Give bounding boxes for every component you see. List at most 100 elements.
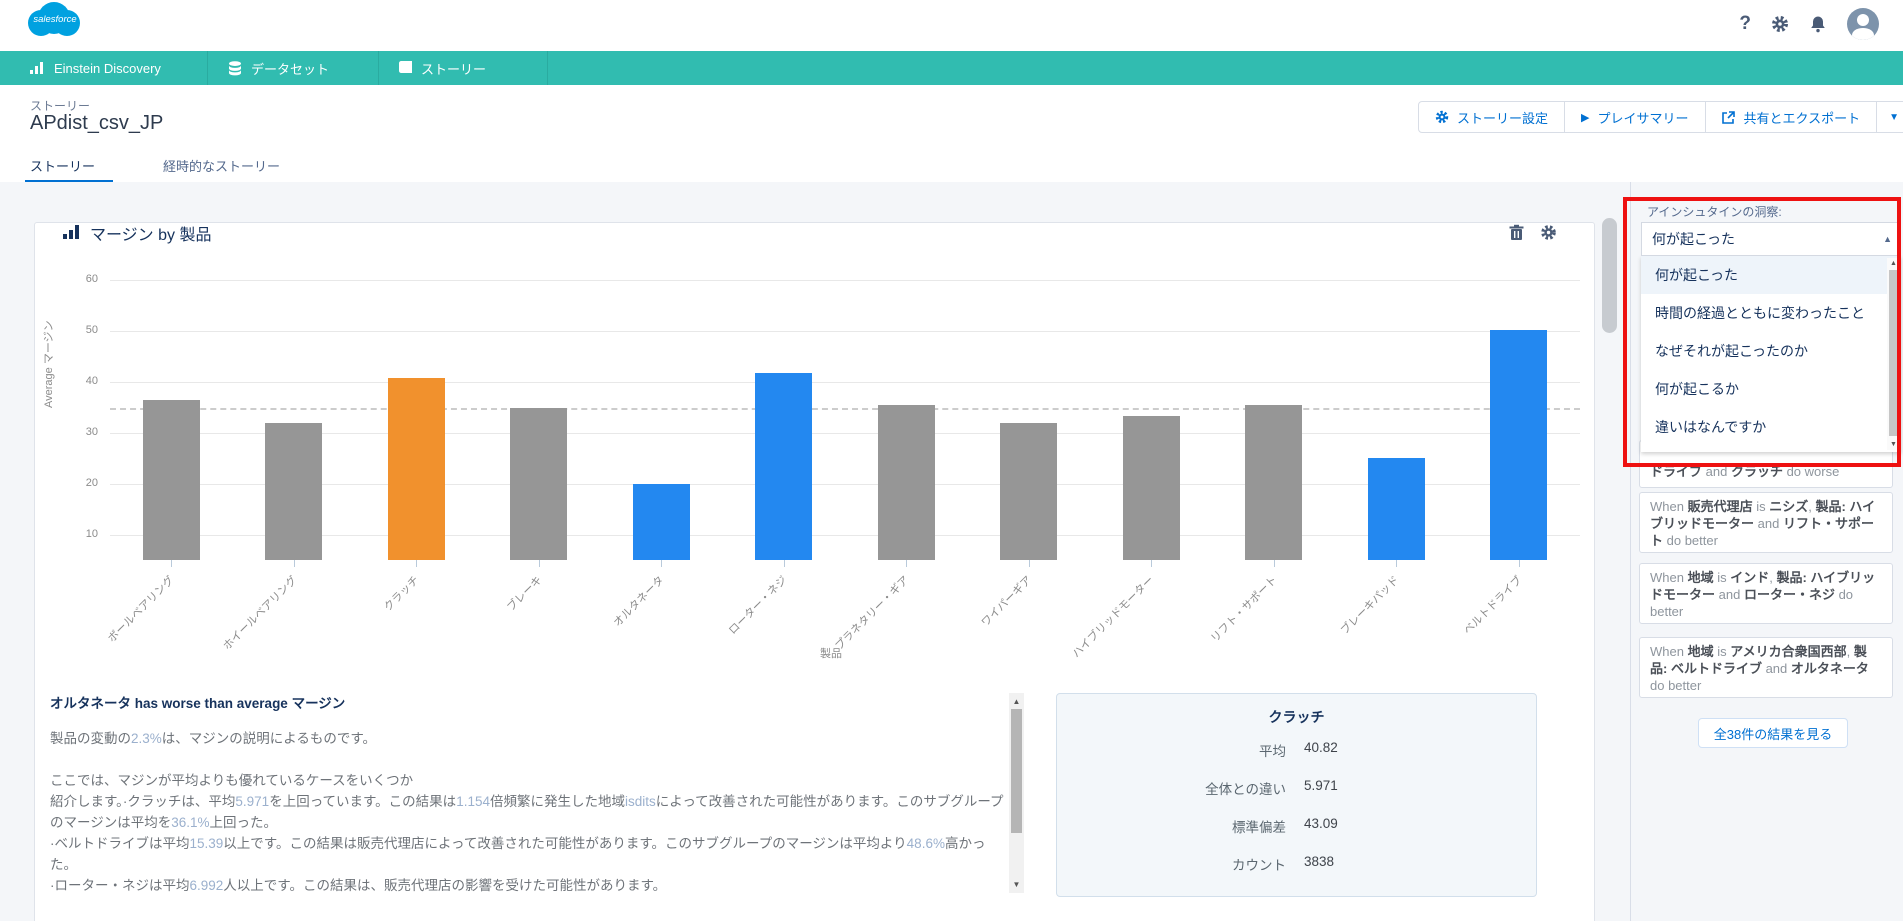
bold-text: 地域 bbox=[1687, 644, 1714, 659]
nav-item-stories[interactable]: ストーリー bbox=[379, 51, 548, 85]
text: 人以上です。この結果は、販売代理店の影響を受けた可能性があります。 bbox=[223, 878, 667, 893]
stats-label: 標準偏差 bbox=[1232, 820, 1286, 835]
insight-card[interactable]: When 地域 is インド, 製品: ハイブリッドモーター and ローター・… bbox=[1639, 563, 1893, 624]
scroll-up-arrow[interactable]: ▲ bbox=[1012, 697, 1021, 706]
x-tick-mark bbox=[293, 560, 295, 567]
stats-value: 43.09 bbox=[1304, 816, 1338, 831]
bold-text: 製品: ベルトドライブ bbox=[1650, 644, 1867, 676]
chart-title: マージン by 製品 bbox=[90, 227, 212, 244]
chart-bar[interactable] bbox=[142, 399, 200, 560]
insight-paragraph: 製品の変動の2.3%は、マジンの説明によるものです。 bbox=[50, 728, 1005, 749]
highlight-value: isdits bbox=[624, 794, 656, 809]
text: , bbox=[1769, 570, 1777, 585]
page-title: APdist_csv_JP bbox=[30, 112, 164, 134]
trash-icon[interactable] bbox=[1508, 224, 1525, 241]
chart-bar[interactable] bbox=[1245, 405, 1303, 560]
text: and bbox=[1715, 587, 1744, 602]
text: を上回っています。この結果は bbox=[269, 794, 457, 809]
x-tick-mark bbox=[1273, 560, 1275, 567]
insight-card[interactable]: When 販売代理店 is ニシズ, 製品: ハイブリッドモーター and リフ… bbox=[1639, 492, 1893, 553]
chart-bar[interactable] bbox=[265, 422, 323, 560]
chart-bar[interactable] bbox=[1122, 415, 1180, 560]
insight-scrollbar-thumb[interactable] bbox=[1011, 709, 1022, 833]
scroll-down-arrow[interactable]: ▼ bbox=[1890, 441, 1897, 448]
bold-text: ローター・ネジ bbox=[1743, 587, 1835, 602]
dropdown-scrollbar-thumb[interactable] bbox=[1889, 270, 1898, 436]
chart-bar[interactable] bbox=[1490, 330, 1548, 560]
bell-icon[interactable] bbox=[1809, 15, 1827, 33]
insight-paragraph: ·ローター・ネジは平均6.992人以上です。この結果は、販売代理店の影響を受けた… bbox=[50, 875, 1005, 896]
nav-item-label: データセット bbox=[251, 61, 330, 77]
stats-label: 全体との違い bbox=[1205, 782, 1286, 797]
stats-value: 3838 bbox=[1304, 854, 1335, 869]
view-all-results-button[interactable]: 全38件の結果を見る bbox=[1698, 718, 1848, 748]
breadcrumb[interactable]: ストーリー bbox=[30, 99, 91, 113]
scroll-down-arrow[interactable]: ▼ bbox=[1012, 880, 1021, 889]
insight-paragraph: ここでは、マジンが平均よりも優れているケースをいくつか bbox=[50, 770, 1005, 791]
book-icon bbox=[399, 60, 412, 73]
gear-icon[interactable] bbox=[1540, 224, 1557, 241]
highlight-value: 2.3% bbox=[131, 731, 162, 746]
story-settings-button[interactable]: ストーリー設定 bbox=[1419, 102, 1566, 132]
highlight-value: 6.992 bbox=[189, 878, 224, 893]
nav-item-einstein-discovery[interactable]: Einstein Discovery bbox=[0, 51, 208, 85]
share-icon bbox=[1721, 111, 1735, 124]
y-tick-label: 10 bbox=[85, 527, 98, 540]
dropdown-option[interactable]: 何が起こるか bbox=[1655, 381, 1739, 397]
dropdown-option[interactable]: 違いはなんですか bbox=[1655, 419, 1767, 435]
vertical-scrollbar-thumb[interactable] bbox=[1602, 218, 1617, 333]
scroll-up-arrow[interactable]: ▲ bbox=[1890, 260, 1897, 267]
bold-text: 製品: ハイブリッドモーター bbox=[1650, 499, 1876, 531]
tab-story[interactable]: ストーリー bbox=[24, 156, 114, 183]
stats-value: 5.971 bbox=[1304, 778, 1338, 793]
text: 製品の変動の bbox=[50, 731, 131, 746]
help-icon[interactable]: ? bbox=[1739, 13, 1751, 34]
share-export-button[interactable]: 共有とエクスポート bbox=[1706, 102, 1878, 132]
text: is bbox=[1713, 570, 1731, 585]
x-tick-mark bbox=[1028, 560, 1030, 567]
chart-bar[interactable] bbox=[510, 407, 568, 560]
stats-label: カウント bbox=[1232, 858, 1286, 873]
insight-paragraph: ·ベルトドライブは平均15.39以上です。この結果は販売代理店によって改善された… bbox=[50, 833, 1005, 875]
dropdown-option[interactable]: 時間の経過とともに変わったこと bbox=[1655, 305, 1865, 321]
dropdown-scrollbar[interactable]: ▲ ▼ bbox=[1887, 258, 1900, 450]
nav-item-datasets[interactable]: データセット bbox=[208, 51, 379, 85]
text: When bbox=[1650, 644, 1688, 659]
dropdown-option[interactable]: なぜそれが起こったのか bbox=[1655, 343, 1809, 359]
insights-sidebar: アインシュタインの洞察: 何が起こった ▲ ▲ ▼ 何が起こった 時間の経過ととも… bbox=[1623, 182, 1903, 921]
text: ·ローター・ネジは平均 bbox=[50, 878, 190, 893]
stats-title: クラッチ bbox=[1268, 709, 1325, 725]
bold-text: インド bbox=[1730, 570, 1770, 585]
tab-story-over-time[interactable]: 経時的なストーリー bbox=[163, 159, 281, 174]
insight-card[interactable]: When 地域 is アメリカ合衆国西部, 製品: ベルトドライブ and オル… bbox=[1639, 637, 1893, 698]
chart-bar[interactable] bbox=[632, 483, 690, 560]
gear-icon[interactable] bbox=[1771, 15, 1789, 33]
avatar[interactable] bbox=[1847, 8, 1879, 40]
story-actions: ストーリー設定 ▶ プレイサマリー 共有とエクスポート ▼ bbox=[1418, 101, 1903, 133]
text: 上回った。 bbox=[209, 815, 278, 830]
stats-value: 40.82 bbox=[1304, 740, 1338, 755]
text: When bbox=[1650, 570, 1688, 585]
chart-bar[interactable] bbox=[1000, 422, 1058, 560]
more-actions-caret[interactable]: ▼ bbox=[1889, 111, 1900, 123]
play-summary-button[interactable]: ▶ プレイサマリー bbox=[1565, 102, 1706, 132]
text: 紹介します。·クラッチは、平均 bbox=[50, 794, 236, 809]
text: do worse bbox=[1782, 464, 1840, 479]
chart-bar[interactable] bbox=[755, 372, 813, 560]
insights-dropdown[interactable]: 何が起こった ▲ bbox=[1641, 222, 1901, 256]
bold-text: ドライブ bbox=[1650, 464, 1703, 479]
insight-scrollbar[interactable]: ▲ ▼ bbox=[1009, 693, 1024, 893]
chart-bar[interactable] bbox=[877, 404, 935, 560]
dropdown-option[interactable]: 何が起こった bbox=[1641, 256, 1901, 294]
chart-bar[interactable] bbox=[387, 377, 445, 560]
highlight-value: 1.154 bbox=[456, 794, 490, 809]
bold-text: オルタネータ bbox=[1790, 661, 1869, 676]
text: 高かった。 bbox=[50, 836, 986, 872]
highlight-value: 48.6% bbox=[906, 836, 945, 851]
text: によって改善された可能性があります。このサブグループのマージンは平均を bbox=[50, 794, 1004, 830]
insight-text-panel: オルタネータ has worse than average マージン 製品の変動… bbox=[50, 693, 1005, 896]
chart-bar[interactable] bbox=[1367, 458, 1425, 560]
bold-text: 地域 bbox=[1687, 570, 1714, 585]
text: は、マジンの説明によるものです。 bbox=[161, 731, 377, 746]
play-icon: ▶ bbox=[1581, 111, 1590, 124]
